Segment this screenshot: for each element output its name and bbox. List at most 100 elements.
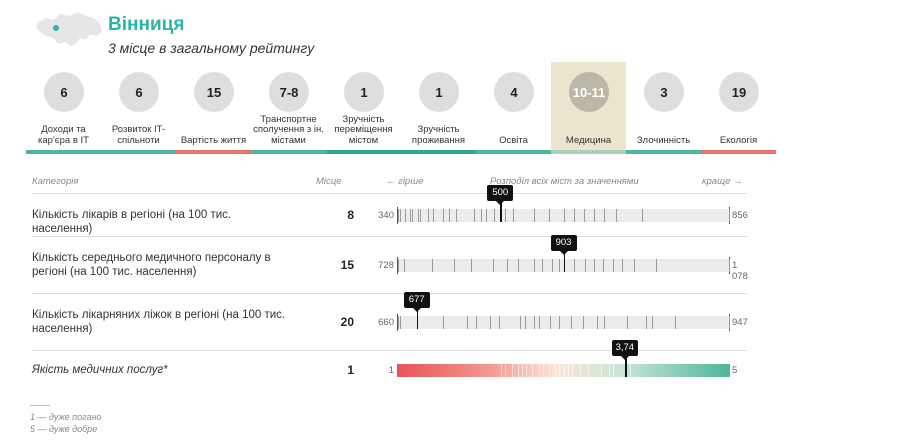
city-value-tick [652,315,654,329]
scale-max-label: 1 078 [732,259,748,282]
tab-label: Медицина [565,134,612,146]
indicator-name: Кількість лікарів в регіоні (на 100 тис.… [32,209,232,235]
city-value-tick [505,364,507,377]
scale-max-label: 5 [732,365,738,376]
city-value-tick [729,209,730,222]
scale-start-tick [397,256,398,274]
scale-min-label: 340 [378,210,394,221]
city-value-tick [573,258,575,272]
tab-category-2[interactable]: 6 Розвиток IT-спільноти [101,62,176,154]
city-value-tick [548,209,550,222]
city-value-tick [443,209,445,222]
city-value-tick [580,364,582,377]
table-header: Категорія Місце ← гірше Розподіл всіх мі… [32,172,747,194]
city-name: Вінниця [108,14,185,35]
city-value-tick [630,364,632,377]
indicator-name: Якість медичних послуг* [32,364,168,376]
row-divider [32,236,747,237]
tab-label: Доходи та кар'єра в IT [38,124,89,146]
city-value-tick [582,315,584,329]
tab-rank-badge: 1 [344,72,384,112]
quality-row: Якість медичних послуг* 1 1 5 3,74 [32,340,747,390]
tab-category-7[interactable]: 4 Освіта [476,62,551,154]
city-value-tick [507,258,509,272]
city-value-tick [588,364,590,377]
city-value-tick [613,364,615,377]
tab-label: Освіта [499,134,528,146]
city-value-tick [541,258,543,272]
city-value-tick [397,258,399,272]
tab-category-5[interactable]: 1 Зручність переміщення містом [326,62,401,154]
city-value-tick [456,209,458,222]
col-worse-header: ← гірше [386,176,424,187]
city-value-tick [524,315,526,329]
city-value-tick [501,364,503,377]
city-value-tick [574,209,576,222]
indicator-rank: 15 [340,257,354,272]
current-city-marker [625,358,627,377]
tab-rank-badge: 1 [419,72,459,112]
current-city-marker [563,252,565,272]
scale-start-tick [397,207,398,224]
city-value-tick [409,209,411,222]
tab-category-10[interactable]: 19 Екологія [701,62,776,154]
category-tabs: 6 Доходи та кар'єра в IT 6 Розвиток IT-спіл… [26,62,776,154]
city-value-tick [559,315,561,329]
row-divider [32,193,747,194]
tab-color-bar [176,150,251,154]
tab-category-9[interactable]: 3 Злочинність [626,62,701,154]
city-value-tick [474,209,476,222]
city-value-tick [538,364,540,377]
city-value-tick [552,258,554,272]
distribution-strip [397,207,730,224]
tab-rank-badge: 4 [494,72,534,112]
city-value-tick [603,258,605,272]
city-value-tick [400,315,402,329]
city-value-tick [567,364,569,377]
city-value-tick [548,364,550,377]
tab-color-bar [251,150,326,154]
city-value-tick [526,364,528,377]
overall-rank-text: 3 місце в загальному рейтингу [108,40,315,56]
city-value-tick [612,258,614,272]
city-value-tick [559,364,561,377]
tab-category-3[interactable]: 15 Вартість життя [176,62,251,154]
col-category-header: Категорія [32,176,79,187]
current-value-callout: 3,74 [611,340,639,360]
city-value-tick [729,258,730,272]
city-value-tick [534,258,535,272]
distribution-strip [397,313,730,331]
tab-label: Розвиток IT-спільноти [111,124,166,146]
city-value-tick [585,258,587,272]
city-value-tick [403,258,405,272]
tab-color-bar [626,150,701,154]
city-value-tick [404,209,406,222]
indicator-name: Кількість лікарняних ліжок в регіоні (на… [32,308,286,335]
city-value-tick [616,209,618,222]
tab-category-1[interactable]: 6 Доходи та кар'єра в IT [26,62,101,154]
city-value-tick [517,258,519,272]
tab-rank-badge: 19 [719,72,759,112]
tab-category-4[interactable]: 7-8 Транспортне сполучення з ін. містами [251,62,326,154]
tab-rank-badge: 10-11 [569,72,609,112]
city-value-tick [609,364,611,377]
city-value-tick [563,209,565,222]
city-value-tick [493,209,495,222]
city-value-tick [519,315,521,329]
city-value-tick [633,258,635,272]
tab-rank-badge: 6 [119,72,159,112]
tab-color-bar [326,150,401,154]
city-value-tick [454,258,456,272]
city-value-tick [531,364,533,377]
city-value-tick [558,258,560,272]
city-value-tick [448,209,450,222]
tab-category-8[interactable]: 10-11 Медицина [551,62,626,154]
tab-label: Зручність проживання [411,124,466,146]
tab-category-6[interactable]: 1 Зручність проживання [401,62,476,154]
indicator-name: Кількість середнього медичного персоналу… [32,251,271,278]
city-value-tick [655,258,657,272]
current-value-callout: 500 [487,185,514,205]
tab-color-bar [476,150,551,154]
city-value-tick [412,209,414,222]
city-value-tick [499,315,501,329]
